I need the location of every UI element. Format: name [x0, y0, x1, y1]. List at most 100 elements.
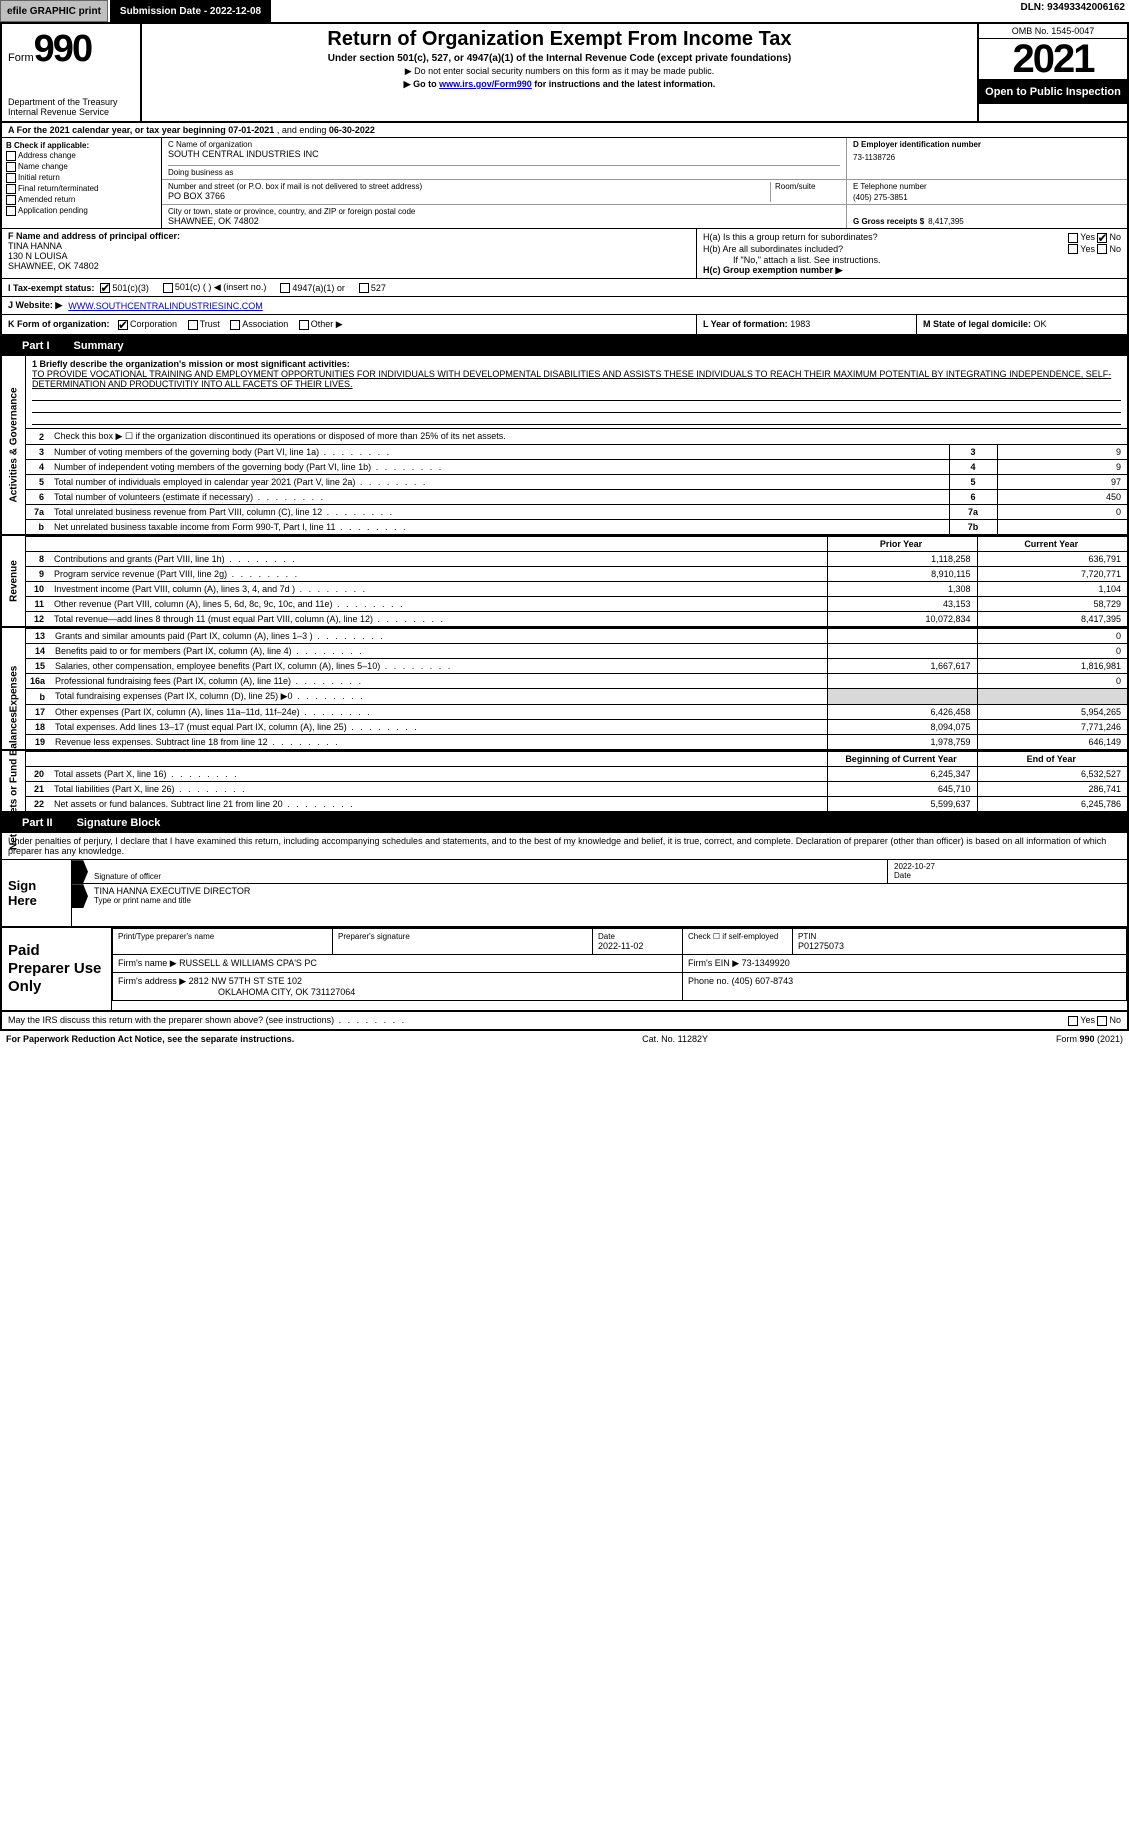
chk-other[interactable]: [299, 320, 309, 330]
col-c-org-info: C Name of organization SOUTH CENTRAL IND…: [162, 138, 1127, 228]
discuss-yes: Yes: [1080, 1015, 1095, 1025]
j-website-link[interactable]: WWW.SOUTHCENTRALINDUSTRIESINC.COM: [68, 301, 263, 311]
block-bcdeg: B Check if applicable: Address change Na…: [0, 138, 1129, 229]
chk-address-change[interactable]: [6, 151, 16, 161]
side-gov: Activities & Governance: [2, 356, 26, 534]
part1-title: Summary: [74, 340, 124, 352]
c-org-name: SOUTH CENTRAL INDUSTRIES INC: [168, 149, 840, 159]
k-label: K Form of organization:: [8, 319, 110, 329]
table-row: 18Total expenses. Add lines 13–17 (must …: [26, 720, 1127, 735]
mission-text: TO PROVIDE VOCATIONAL TRAINING AND EMPLO…: [32, 369, 1121, 389]
part1-header: Part I Summary: [0, 336, 1129, 356]
table-row: 14Benefits paid to or for members (Part …: [26, 644, 1127, 659]
discuss-no: No: [1109, 1015, 1121, 1025]
tax-year: 2021: [979, 39, 1127, 80]
chk-ha-yes[interactable]: [1068, 233, 1078, 243]
table-row: 17Other expenses (Part IX, column (A), l…: [26, 705, 1127, 720]
activities-governance-section: Activities & Governance 1 Briefly descri…: [0, 356, 1129, 536]
a-label: A For the 2021 calendar year, or tax yea…: [8, 125, 228, 135]
chk-discuss-no[interactable]: [1097, 1016, 1107, 1026]
sign-here-block: Sign Here Signature of officer 2022-10-2…: [0, 860, 1129, 928]
chk-501c3[interactable]: [100, 283, 110, 293]
c-name-label: C Name of organization: [168, 140, 840, 149]
chk-527[interactable]: [359, 283, 369, 293]
chk-name-change[interactable]: [6, 162, 16, 172]
chk-association[interactable]: [230, 320, 240, 330]
firm-addr2: OKLAHOMA CITY, OK 731127064: [118, 987, 355, 997]
f-officer-name: TINA HANNA: [8, 241, 690, 251]
table-row: 21Total liabilities (Part X, line 26)645…: [26, 782, 1127, 797]
chk-trust[interactable]: [188, 320, 198, 330]
paperwork-notice: For Paperwork Reduction Act Notice, see …: [6, 1034, 294, 1044]
chk-4947[interactable]: [280, 283, 290, 293]
discuss-row: May the IRS discuss this return with the…: [0, 1012, 1129, 1029]
chk-hb-yes[interactable]: [1068, 244, 1078, 254]
d-ein-label: D Employer identification number: [853, 140, 1121, 149]
revenue-table: Prior YearCurrent Year 8Contributions an…: [26, 536, 1127, 626]
prep-self-emp-label: Check ☐ if self-employed: [688, 932, 787, 941]
chk-ha-no[interactable]: [1097, 233, 1107, 243]
opt-final-return: Final return/terminated: [18, 184, 98, 193]
chk-501c[interactable]: [163, 283, 173, 293]
table-row: 9Program service revenue (Part VIII, lin…: [26, 567, 1127, 582]
paid-preparer-label: Paid Preparer Use Only: [2, 928, 112, 1010]
c-room-label: Room/suite: [770, 182, 840, 202]
irs-link[interactable]: www.irs.gov/Form990: [439, 79, 532, 89]
side-na: Net Assets or Fund Balances: [2, 751, 26, 811]
mission-block: 1 Briefly describe the organization's mi…: [26, 356, 1127, 428]
c-street-address: PO BOX 3766: [168, 191, 770, 201]
table-row: 7aTotal unrelated business revenue from …: [26, 505, 1127, 520]
side-exp-label: Expenses: [8, 665, 19, 712]
mission-lead: 1 Briefly describe the organization's mi…: [32, 359, 1121, 369]
hb-note: If "No," attach a list. See instructions…: [703, 255, 1121, 265]
chk-corporation[interactable]: [118, 320, 128, 330]
i-label: I Tax-exempt status:: [8, 283, 94, 293]
ha-yes: Yes: [1080, 232, 1095, 242]
table-row: 8Contributions and grants (Part VIII, li…: [26, 552, 1127, 567]
chk-application-pending[interactable]: [6, 206, 16, 216]
opt-4947: 4947(a)(1) or: [292, 283, 345, 293]
chk-hb-no[interactable]: [1097, 244, 1107, 254]
block-fh: F Name and address of principal officer:…: [0, 229, 1129, 279]
firm-ein-label: Firm's EIN ▶: [688, 958, 739, 968]
efile-topbar: efile GRAPHIC print Submission Date - 20…: [0, 0, 1129, 22]
c-city: SHAWNEE, OK 74802: [168, 216, 840, 226]
irs-label: Internal Revenue Service: [8, 107, 134, 117]
discuss-question: May the IRS discuss this return with the…: [8, 1015, 334, 1025]
table-row: 3Number of voting members of the governi…: [26, 445, 1127, 460]
opt-corporation: Corporation: [130, 319, 177, 329]
opt-name-change: Name change: [18, 162, 68, 171]
arrow-icon: [72, 884, 88, 908]
row-i-tax-status: I Tax-exempt status: 501(c)(3) 501(c) ( …: [0, 279, 1129, 297]
cat-number: Cat. No. 11282Y: [642, 1034, 708, 1044]
table-row: 10Investment income (Part VIII, column (…: [26, 582, 1127, 597]
ssn-note: ▶ Do not enter social security numbers o…: [150, 66, 969, 77]
g-gross-label: G Gross receipts $: [853, 217, 924, 226]
signature-date: 2022-10-27: [894, 862, 1121, 871]
e-phone: (405) 275-3851: [853, 193, 1121, 202]
hb-yes: Yes: [1080, 244, 1095, 254]
e-phone-label: E Telephone number: [853, 182, 1121, 191]
table-row: 5Total number of individuals employed in…: [26, 475, 1127, 490]
form-footer: Form 990 (2021): [1056, 1034, 1123, 1044]
chk-amended-return[interactable]: [6, 195, 16, 205]
col-f-officer: F Name and address of principal officer:…: [2, 229, 697, 278]
chk-final-return[interactable]: [6, 184, 16, 194]
chk-discuss-yes[interactable]: [1068, 1016, 1078, 1026]
firm-addr-label: Firm's address ▶: [118, 976, 186, 986]
table-row: bTotal fundraising expenses (Part IX, co…: [26, 689, 1127, 705]
a-end-date: 06-30-2022: [329, 125, 375, 135]
hdr-end-year: End of Year: [977, 752, 1127, 767]
opt-527: 527: [371, 283, 386, 293]
opt-address-change: Address change: [18, 151, 76, 160]
side-rev: Revenue: [2, 536, 26, 626]
header-right: OMB No. 1545-0047 2021 Open to Public In…: [977, 24, 1127, 121]
footer: For Paperwork Reduction Act Notice, see …: [0, 1029, 1129, 1047]
hb-no: No: [1109, 244, 1121, 254]
signature-label: Signature of officer: [94, 872, 881, 881]
opt-trust: Trust: [200, 319, 220, 329]
chk-initial-return[interactable]: [6, 173, 16, 183]
a-begin-date: 07-01-2021: [228, 125, 274, 135]
paid-preparer-block: Paid Preparer Use Only Print/Type prepar…: [0, 928, 1129, 1012]
hc-exemption: H(c) Group exemption number ▶: [703, 265, 1121, 276]
